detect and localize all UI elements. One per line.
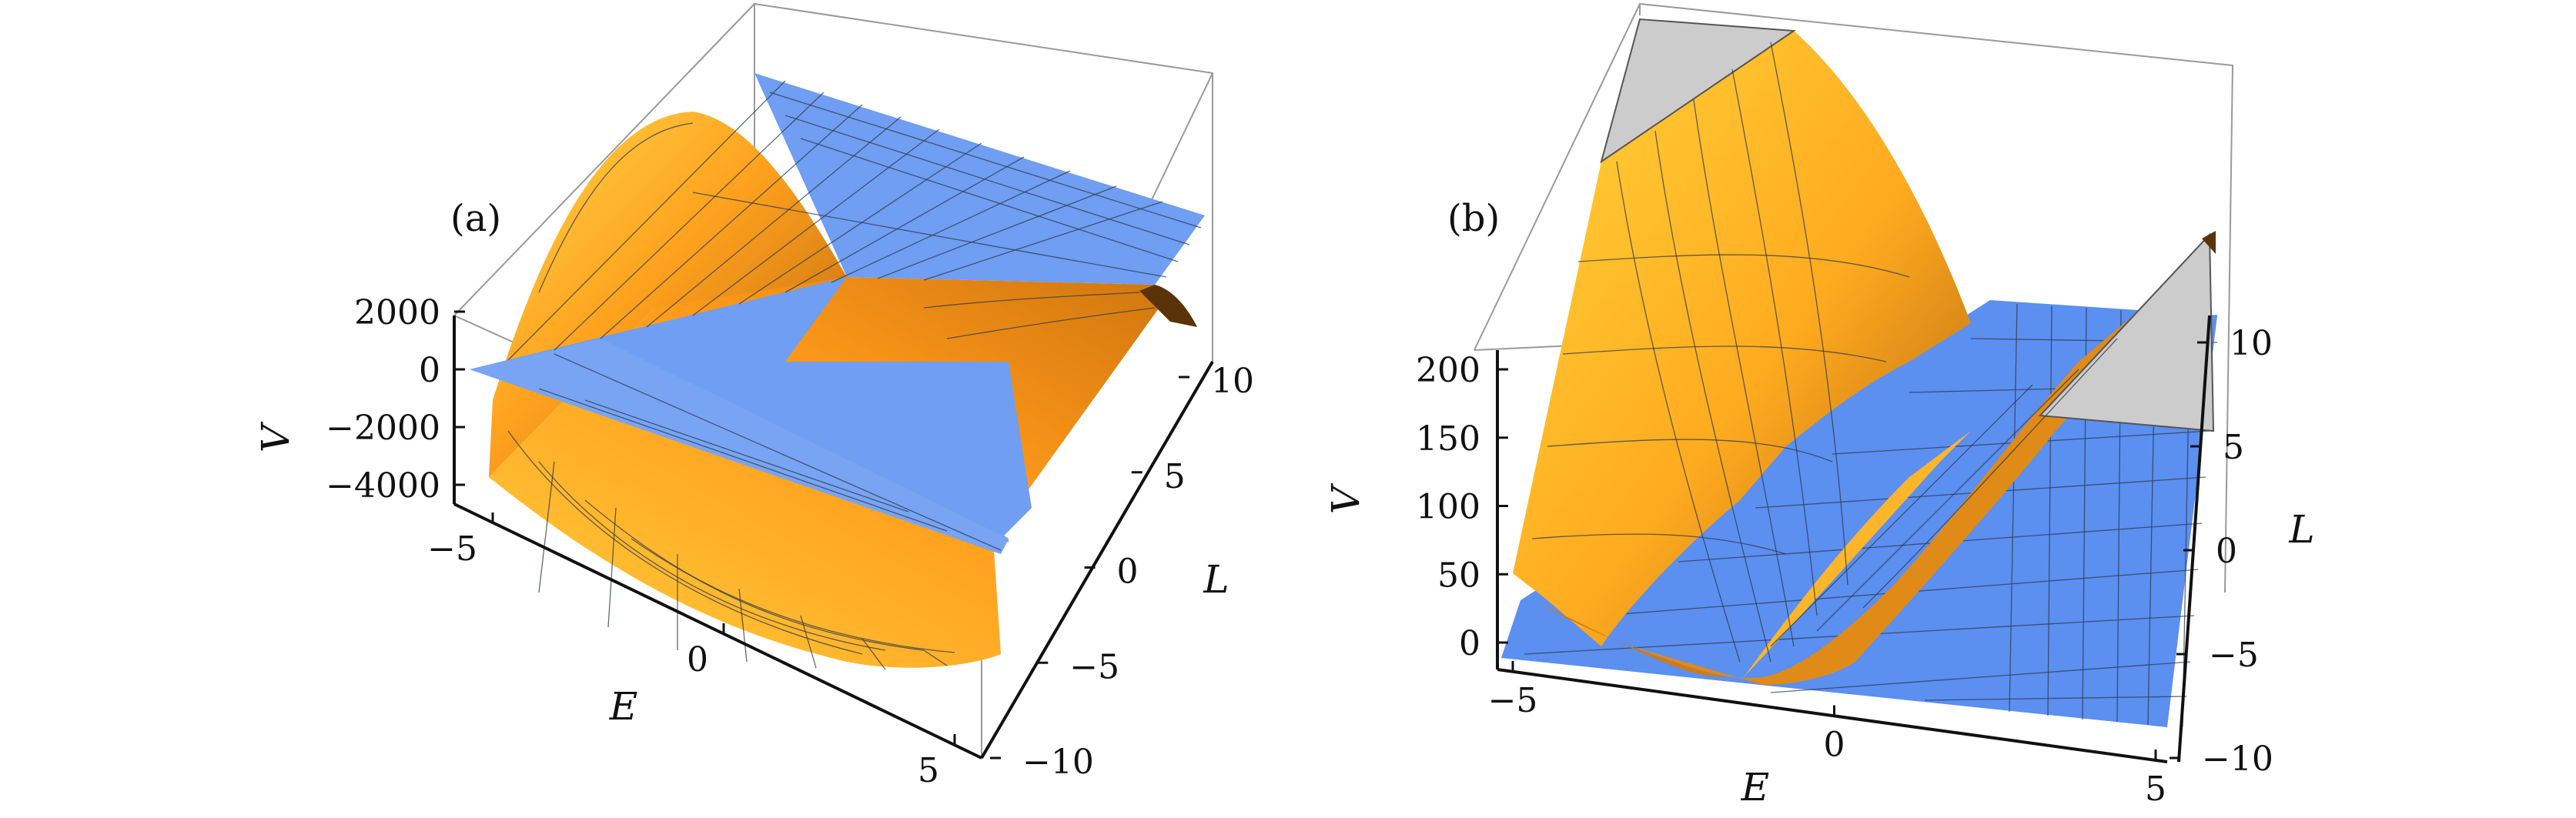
panel-a-x-tick-label: 0 xyxy=(687,640,708,679)
panel-b-z-tick-label: 50 xyxy=(1437,556,1480,595)
panel-a-y-tick-label: −10 xyxy=(1022,743,1094,782)
panel-b-y-tick-label: 10 xyxy=(2230,324,2273,363)
panel-b-ylabel: L xyxy=(2288,507,2314,552)
panel-b-y-tick-label: −5 xyxy=(2209,636,2259,675)
panel-b-x-tick-label: 5 xyxy=(2145,770,2166,809)
panel-b-paraboloid-surface xyxy=(1513,18,2216,685)
panel-a-axes xyxy=(453,316,1214,760)
panel-b-axes xyxy=(1496,315,2211,763)
panel-a-x-tick-label: −5 xyxy=(427,529,477,569)
panel-b-z-tick-label: 150 xyxy=(1416,419,1480,459)
panel-b-paraboloid-grid xyxy=(1531,42,2118,663)
panel-a-x-tick-label: 5 xyxy=(918,751,939,790)
panel-a-ticks: 2000 0 −2000 −4000 −5 0 5 −10 −5 0 5 10 xyxy=(326,293,1254,790)
panel-a-plane-surface xyxy=(470,73,1205,670)
panel-b-y-tick-label: −10 xyxy=(2202,740,2273,779)
panel-a-saddle-grid xyxy=(507,122,1156,670)
panel-b-zlabel: V xyxy=(1323,482,1368,514)
panel-a-ylabel: L xyxy=(1203,557,1229,602)
panel-b-y-tick-label: 5 xyxy=(2223,428,2244,467)
panel-b-xlabel: E xyxy=(1741,765,1770,810)
panel-a: 2000 0 −2000 −4000 −5 0 5 −10 −5 0 5 10 (a) V E L xyxy=(253,2,1254,790)
panel-a-z-tick-label: −4000 xyxy=(326,466,440,506)
panel-a-plane-grid xyxy=(507,80,1202,551)
panel-a-y-tick-label: −5 xyxy=(1069,647,1119,686)
panel-a-label: (a) xyxy=(450,197,501,240)
panel-b-z-tick-label: 100 xyxy=(1416,488,1480,527)
panel-b-x-tick-label: 0 xyxy=(1824,726,1845,765)
panel-a-y-tick-label: 0 xyxy=(1117,553,1139,592)
panel-b-z-tick-label: 200 xyxy=(1416,351,1480,390)
panel-a-y-tick-label: 5 xyxy=(1164,457,1186,496)
panel-a-z-tick-label: −2000 xyxy=(326,409,440,448)
panel-a-xlabel: E xyxy=(609,684,638,729)
panel-b-y-tick-label: 0 xyxy=(2216,532,2237,571)
panel-a-z-tick-label: 0 xyxy=(419,351,440,390)
panel-b-z-tick-label: 0 xyxy=(1459,624,1480,663)
panel-a-y-tick-label: 10 xyxy=(1211,362,1254,401)
panel-b-label: (b) xyxy=(1447,197,1500,240)
panel-a-z-tick-label: 2000 xyxy=(354,293,440,332)
panel-b-x-tick-label: −5 xyxy=(1488,681,1538,720)
panel-a-zlabel: V xyxy=(253,421,298,452)
